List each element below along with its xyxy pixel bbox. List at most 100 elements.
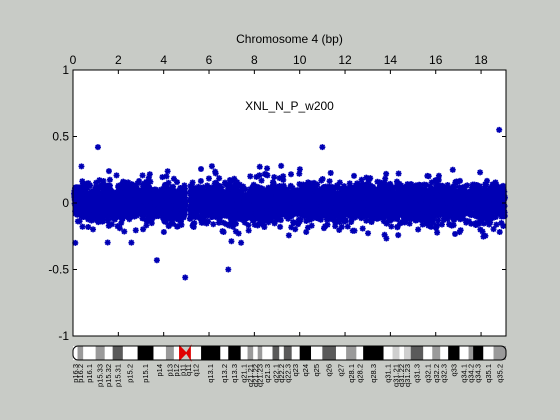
data-point [169,215,176,222]
data-point [468,220,475,227]
data-point [180,197,187,204]
data-point [311,179,318,186]
data-point [111,216,118,223]
data-point [500,193,507,200]
data-point [149,215,156,222]
data-point [452,212,459,219]
data-point [121,228,128,235]
data-point [112,214,119,221]
data-point [378,204,385,211]
data-point [101,212,108,219]
data-point [405,195,412,202]
data-point [343,186,350,193]
data-point [133,189,140,196]
data-point [336,179,343,186]
data-point [433,177,440,184]
data-point [336,226,343,233]
data-point [303,218,310,225]
data-point [468,211,475,218]
data-point [290,219,297,226]
data-point [427,183,434,190]
data-point [456,177,463,184]
data-point [355,188,362,195]
data-point [99,215,106,222]
data-point [433,182,440,189]
data-point [292,226,299,233]
data-point [105,187,112,194]
data-point [91,197,98,204]
data-point [224,187,231,194]
data-point [94,190,101,197]
data-point [332,223,339,230]
data-point [250,181,257,188]
data-point [456,229,463,236]
data-point [415,226,422,233]
data-point [159,174,166,181]
data-point [226,211,233,218]
data-point [343,205,350,212]
data-point [395,170,402,177]
data-point [466,218,473,225]
data-point [247,173,254,180]
data-point [282,186,289,193]
data-point [128,239,135,246]
data-point [285,232,292,239]
data-point [380,218,387,225]
data-point [158,186,165,193]
data-point [90,226,97,233]
data-point [210,187,217,194]
data-point [280,173,287,180]
data-point [449,166,456,173]
data-point [100,177,107,184]
data-point [383,220,390,227]
data-point [492,185,499,192]
data-point [136,177,143,184]
data-point [217,185,224,192]
data-point [233,184,240,191]
data-point [235,215,242,222]
data-point [139,215,146,222]
data-point [363,181,370,188]
data-point [493,221,500,228]
data-point [277,223,284,230]
data-point [146,171,153,178]
data-point [320,225,327,232]
data-point [311,187,318,194]
data-point [104,217,111,224]
data-point [409,212,416,219]
data-point [483,181,490,188]
data-point [368,214,375,221]
data-point [165,215,172,222]
data-point [106,176,113,183]
data-point [213,179,220,186]
data-point [288,224,295,231]
data-point [490,226,497,233]
data-point [358,176,365,183]
data-point [212,170,219,177]
data-point [203,205,210,212]
data-point [178,212,185,219]
data-point [324,221,331,228]
data-point [464,182,471,189]
data-point [241,219,248,226]
data-point [304,224,311,231]
data-point [380,186,387,193]
data-point [383,235,390,242]
data-point [118,183,125,190]
data-point [498,219,505,226]
data-point [260,215,267,222]
data-point [435,172,442,179]
data-point [381,214,388,221]
data-point [82,184,89,191]
data-point [434,180,441,187]
data-point [125,179,132,186]
data-point [444,216,451,223]
data-point [303,229,310,236]
data-point [428,187,435,194]
data-point [220,219,227,226]
data-point [417,186,424,193]
data-point [492,181,499,188]
data-point [294,187,301,194]
data-point [394,223,401,230]
data-point [418,216,425,223]
